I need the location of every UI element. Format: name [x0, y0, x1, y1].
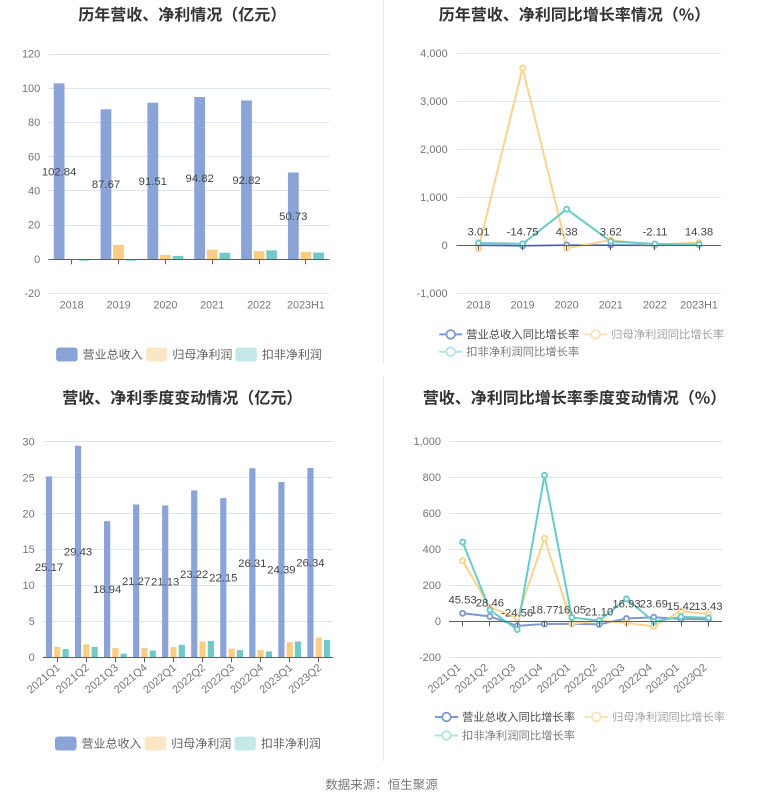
svg-text:-14.75: -14.75	[507, 227, 539, 239]
svg-text:28.46: 28.46	[476, 597, 504, 609]
svg-text:102.84: 102.84	[42, 166, 77, 178]
svg-text:2023H1: 2023H1	[287, 300, 325, 312]
svg-text:2018: 2018	[466, 300, 490, 312]
svg-text:13.43: 13.43	[694, 601, 722, 613]
svg-text:20: 20	[28, 220, 40, 232]
svg-text:600: 600	[423, 508, 441, 520]
svg-text:2022: 2022	[643, 300, 667, 312]
svg-text:80: 80	[28, 117, 40, 129]
svg-text:2019: 2019	[107, 300, 131, 312]
svg-text:92.82: 92.82	[232, 175, 260, 187]
svg-text:21.10: 21.10	[585, 606, 613, 618]
svg-text:16.05: 16.05	[558, 605, 586, 617]
svg-text:4.38: 4.38	[556, 227, 578, 239]
svg-text:45.53: 45.53	[448, 595, 476, 607]
svg-text:-2.11: -2.11	[642, 227, 667, 239]
svg-text:18.94: 18.94	[93, 584, 121, 596]
svg-text:0: 0	[34, 254, 40, 266]
svg-text:120: 120	[22, 49, 40, 61]
svg-text:2020: 2020	[153, 300, 177, 312]
svg-text:800: 800	[423, 472, 441, 484]
svg-text:3.62: 3.62	[600, 227, 622, 239]
svg-text:3.01: 3.01	[468, 227, 490, 239]
svg-text:40: 40	[28, 186, 40, 198]
svg-text:10: 10	[23, 580, 35, 592]
svg-text:26.34: 26.34	[296, 558, 324, 570]
svg-text:23.69: 23.69	[640, 599, 668, 611]
svg-text:0: 0	[442, 240, 448, 252]
svg-text:21.27: 21.27	[122, 576, 150, 588]
svg-text:20: 20	[23, 508, 35, 520]
svg-text:16.93: 16.93	[612, 599, 640, 611]
svg-text:3,000: 3,000	[420, 96, 448, 108]
svg-text:60: 60	[28, 151, 40, 163]
svg-text:2020: 2020	[555, 300, 579, 312]
svg-text:2,000: 2,000	[420, 144, 448, 156]
svg-text:22.15: 22.15	[209, 573, 237, 585]
svg-text:2021: 2021	[599, 300, 623, 312]
svg-text:23.22: 23.22	[180, 569, 208, 581]
svg-text:2018: 2018	[60, 300, 84, 312]
svg-text:50.73: 50.73	[279, 211, 307, 223]
svg-text:15.42: 15.42	[667, 601, 695, 613]
svg-text:-24.56: -24.56	[501, 608, 533, 620]
svg-text:26.31: 26.31	[238, 558, 266, 570]
svg-text:-20: -20	[24, 288, 40, 300]
svg-text:14.38: 14.38	[685, 227, 713, 239]
svg-text:15: 15	[23, 544, 35, 556]
svg-text:400: 400	[423, 544, 441, 556]
svg-text:94.82: 94.82	[186, 173, 214, 185]
svg-text:24.39: 24.39	[267, 565, 295, 577]
svg-text:100: 100	[22, 83, 40, 95]
svg-text:30: 30	[23, 436, 35, 448]
svg-text:2019: 2019	[511, 300, 535, 312]
svg-text:4,000: 4,000	[420, 48, 448, 60]
svg-text:18.77: 18.77	[530, 605, 558, 617]
svg-text:-200: -200	[419, 652, 441, 664]
svg-text:29.43: 29.43	[64, 547, 92, 559]
svg-text:0: 0	[29, 652, 35, 664]
svg-text:2022: 2022	[247, 300, 271, 312]
svg-text:25.17: 25.17	[35, 562, 63, 574]
svg-text:0: 0	[435, 616, 441, 628]
svg-text:91.51: 91.51	[139, 176, 167, 188]
svg-text:5: 5	[29, 616, 35, 628]
svg-text:87.67: 87.67	[92, 179, 120, 191]
svg-text:-1,000: -1,000	[416, 288, 447, 300]
svg-text:2023Q2: 2023Q2	[286, 662, 324, 696]
svg-text:1,000: 1,000	[420, 192, 448, 204]
svg-text:2023H1: 2023H1	[680, 300, 718, 312]
svg-text:1,000: 1,000	[413, 436, 441, 448]
svg-text:2021: 2021	[200, 300, 224, 312]
svg-text:200: 200	[423, 580, 441, 592]
svg-text:21.13: 21.13	[151, 576, 179, 588]
svg-text:25: 25	[23, 472, 35, 484]
